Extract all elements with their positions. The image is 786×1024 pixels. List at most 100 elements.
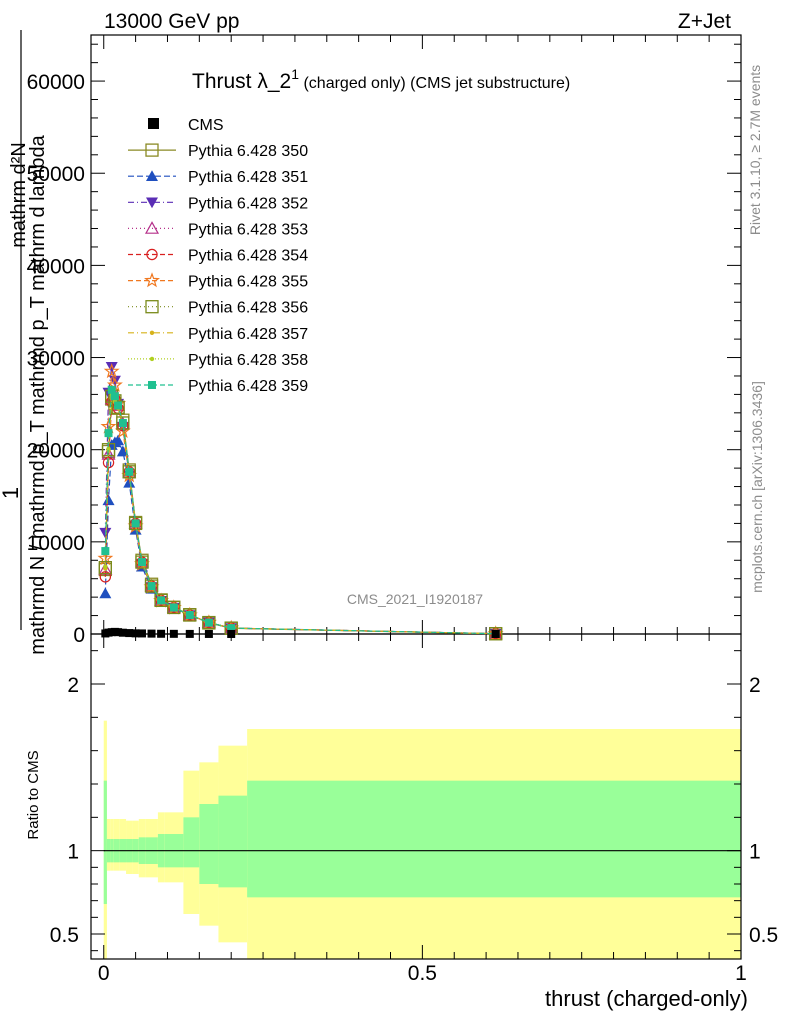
series-point (122, 465, 136, 479)
series-10 (101, 385, 500, 638)
cms-point (227, 629, 236, 638)
main-ytick-label: 50000 (27, 163, 85, 186)
series-point (125, 467, 134, 476)
legend-item: CMS (148, 117, 224, 134)
cms-point (491, 629, 500, 638)
inner-band-bin (199, 804, 219, 884)
series-point (106, 446, 111, 451)
series-point (105, 361, 118, 373)
main-ytick-label: 40000 (27, 255, 85, 278)
ylabel-middle: mathrmd N / mathrmd p_T mathrmd p_T math… (27, 134, 49, 654)
series-point (108, 375, 121, 387)
legend-label: CMS (188, 117, 224, 134)
legend-label: Pythia 6.428 356 (188, 300, 308, 317)
legend-label: Pythia 6.428 354 (188, 248, 308, 265)
series-point (101, 547, 110, 556)
legend-item: Pythia 6.428 353 (128, 221, 308, 238)
series-point (134, 555, 151, 571)
series-point (103, 564, 108, 569)
series-point (103, 363, 120, 379)
xtick-label: 1 (735, 962, 747, 985)
series-point (114, 401, 123, 410)
series-point (123, 476, 136, 488)
rivet-label: Rivet 3.1.10, ≥ 2.7M events (747, 65, 763, 235)
legend-item: Pythia 6.428 358 (128, 352, 308, 369)
series-point (99, 571, 112, 583)
series-point (137, 558, 146, 567)
inner-band-bin (103, 780, 107, 904)
series-point (104, 429, 113, 438)
legend-marker (145, 143, 159, 157)
cms-point (147, 629, 156, 638)
legend-marker (144, 272, 160, 288)
energy-label: 13000 GeV pp (104, 10, 239, 33)
legend-item: Pythia 6.428 356 (128, 300, 308, 317)
cms-point (157, 629, 166, 638)
process-label: Z+Jet (678, 10, 731, 33)
legend-label: Pythia 6.428 352 (188, 195, 308, 212)
xtick-label: 0.5 (408, 962, 437, 985)
series-point (185, 611, 194, 620)
ratio-ytick-label-right: 2 (749, 674, 761, 697)
series-point (227, 624, 236, 633)
legend-marker (144, 221, 160, 234)
main-ytick-label: 20000 (27, 440, 85, 463)
series-point (111, 400, 125, 414)
main-ytick-label: 30000 (27, 348, 85, 371)
series-line (104, 439, 496, 635)
legend-item: Pythia 6.428 357 (128, 326, 308, 343)
legend-item: Pythia 6.428 350 (128, 143, 308, 160)
inner-band-bin (247, 780, 742, 898)
series-point (116, 416, 130, 430)
ratio-ytick-label: 2 (67, 674, 79, 697)
cms-point (114, 628, 123, 637)
series-point (154, 593, 168, 608)
inner-band-bin (218, 795, 248, 888)
cms-point (125, 629, 134, 638)
series-point (110, 392, 119, 401)
title-rest: (charged only) (CMS jet substructure) (299, 75, 570, 92)
main-ytick-label: 60000 (27, 71, 85, 94)
series-point (157, 596, 166, 605)
legend-item: Pythia 6.428 355 (128, 272, 308, 291)
title-main: Thrust λ_2 (192, 70, 291, 93)
series-point (128, 516, 143, 531)
legend-marker (146, 248, 158, 261)
reference-layer (101, 627, 500, 638)
ratio-axes: 0.5 0.51 12 20 0.5 1 (50, 634, 778, 985)
xaxis-label: thrust (charged-only) (545, 986, 748, 1011)
ylabel-top: mathrm d²N (8, 142, 30, 248)
ratio-ytick-label-right: 1 (749, 841, 761, 864)
mcplots-label: mcplots.cern.ch [arXiv:1306.3436] (749, 381, 765, 593)
legend-label: Pythia 6.428 350 (188, 143, 308, 160)
series-point (169, 603, 178, 612)
main-ytick-label: 0 (73, 624, 85, 647)
ylabel-one: 1 (0, 487, 23, 499)
legend-item: Pythia 6.428 352 (128, 195, 308, 212)
series-point (116, 445, 129, 457)
legend-item: Pythia 6.428 354 (128, 248, 308, 265)
legend-label: Pythia 6.428 359 (188, 378, 308, 395)
series-2 (99, 434, 502, 639)
legend-marker (149, 356, 155, 362)
ratio-ytick-label: 0.5 (50, 924, 79, 947)
title-sup: 1 (291, 66, 299, 82)
ratio-ylabel: Ratio to CMS (25, 750, 42, 839)
cms-point (137, 629, 146, 638)
ratio-ytick-label-right: 0.5 (749, 924, 778, 947)
cms-point (185, 629, 194, 638)
series-point (204, 618, 213, 627)
series-point (202, 615, 216, 630)
legend: CMS Pythia 6.428 350 Pythia 6.428 351 Pythi… (128, 117, 308, 395)
series-point (144, 579, 159, 593)
series-point (102, 494, 115, 506)
legend-marker (148, 381, 156, 389)
series-point (135, 555, 149, 569)
inner-band-bin (183, 817, 200, 868)
legend-item: Pythia 6.428 351 (128, 169, 308, 186)
legend-marker (145, 300, 159, 314)
cms-point (131, 629, 140, 638)
series-point (118, 418, 127, 427)
cms-point (169, 629, 178, 638)
